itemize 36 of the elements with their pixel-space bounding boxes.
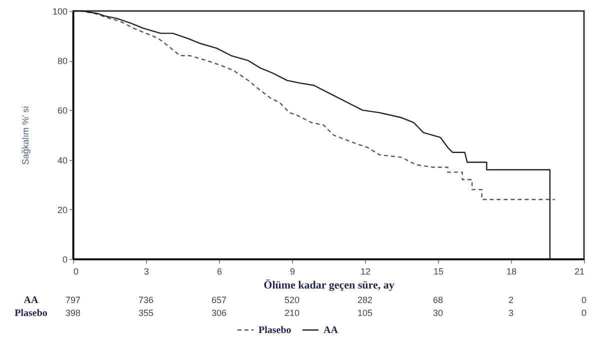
x-tick-label: 21 <box>574 266 584 276</box>
x-tick-label: 0 <box>74 266 79 276</box>
y-tick-label: 60 <box>57 106 68 116</box>
text: 355 <box>138 308 154 318</box>
y-tick-label: 40 <box>57 155 68 166</box>
text: 520 <box>284 295 300 305</box>
x-tick-label: 9 <box>290 266 296 276</box>
y-tick-label: 0 <box>62 254 68 264</box>
x-tick-label: 3 <box>144 266 150 276</box>
x-tick-label: 12 <box>360 266 371 276</box>
text: 306 <box>211 308 227 318</box>
text: 797 <box>65 295 81 305</box>
text: 30 <box>432 308 444 318</box>
text: 0 <box>581 308 587 318</box>
text: 398 <box>65 308 81 318</box>
text: 105 <box>357 308 373 318</box>
legend-label: Plasebo <box>258 325 292 336</box>
x-tick-label: 18 <box>506 266 517 276</box>
text: 282 <box>357 295 373 305</box>
x-tick-label: 6 <box>216 266 222 276</box>
legend-label: AA <box>324 325 339 336</box>
text: 0 <box>581 295 587 305</box>
x-tick-label: 15 <box>433 266 444 276</box>
x-axis-title: Ölüme kadar geçen süre, ay <box>264 278 395 292</box>
y-tick-label: 80 <box>57 56 68 66</box>
text: AA <box>24 295 39 306</box>
text: 2 <box>508 295 514 305</box>
y-tick-label: 100 <box>52 6 68 16</box>
text: 657 <box>211 295 227 305</box>
text: Plasebo <box>14 308 48 319</box>
y-tick-label: 20 <box>57 204 68 215</box>
text: 210 <box>284 308 300 318</box>
y-axis-title: Sağkalım %' si <box>20 106 30 165</box>
text: 3 <box>508 308 514 318</box>
text: 68 <box>432 295 444 305</box>
text: 736 <box>138 295 154 305</box>
